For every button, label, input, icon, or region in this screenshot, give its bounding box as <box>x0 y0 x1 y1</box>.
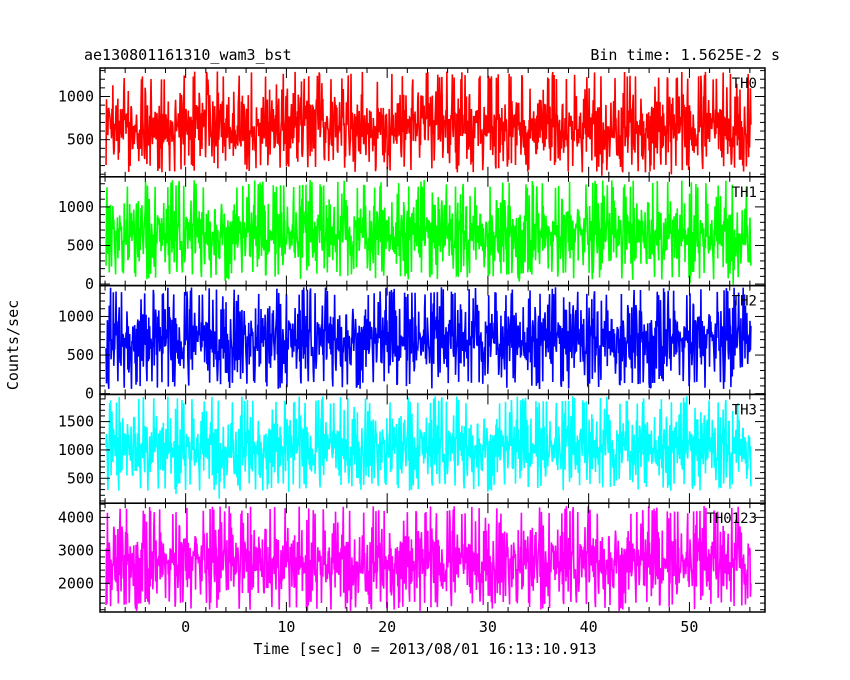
y-tick-label: 1000 <box>58 87 94 105</box>
panels-group: 5001000TH005001000TH105001000TH250010001… <box>58 67 766 636</box>
panel-label: TH1 <box>732 185 757 201</box>
panel-label: TH2 <box>732 294 757 310</box>
x-axis-label: Time [sec] 0 = 2013/08/01 16:13:10.913 <box>253 640 596 658</box>
series-th0 <box>105 71 752 176</box>
bin-time-label: Bin time: 1.5625E-2 s <box>590 46 780 64</box>
y-tick-label: 2000 <box>58 574 94 592</box>
y-tick-label: 1500 <box>58 413 94 431</box>
panel-th3: 500 1000 1500 TH3 <box>58 393 766 504</box>
y-tick-label: 500 <box>67 346 94 364</box>
panel-label: TH0123 <box>706 511 757 527</box>
panel-label: TH3 <box>732 402 757 418</box>
y-tick-label: 0 <box>85 385 94 403</box>
x-tick-label: 30 <box>479 618 497 636</box>
panel-th0123: 2000 3000 4000 TH0123 <box>58 502 766 613</box>
y-tick-label: 500 <box>67 469 94 487</box>
series-th0123 <box>105 505 752 612</box>
y-tick-label: 1000 <box>58 198 94 216</box>
panel-th0: 500 1000 TH0 <box>58 67 766 178</box>
y-axis-label: Counts/sec <box>4 300 22 390</box>
panel-th1: 0 500 1000 TH1 <box>58 176 766 293</box>
panel-th2: 0 500 1000 TH2 <box>58 284 766 403</box>
y-tick-label: 500 <box>67 236 94 254</box>
chart-title: ae130801161310_wam3_bst <box>84 46 292 64</box>
y-tick-label: 500 <box>67 131 94 149</box>
y-tick-label: 3000 <box>58 541 94 559</box>
panel-frame <box>99 502 766 613</box>
x-tick-label: 20 <box>378 618 396 636</box>
x-tick-label: 50 <box>680 618 698 636</box>
x-tick-label: 0 <box>181 618 190 636</box>
y-tick-label: 1000 <box>58 441 94 459</box>
series-th1 <box>105 180 752 285</box>
series-th2 <box>105 287 752 390</box>
x-tick-label: 40 <box>580 618 598 636</box>
y-tick-label: 4000 <box>58 508 94 526</box>
y-tick-label: 0 <box>85 275 94 293</box>
x-tick-label: 10 <box>277 618 295 636</box>
series-th3 <box>105 396 752 499</box>
y-tick-label: 1000 <box>58 307 94 325</box>
panel-label: TH0 <box>732 76 757 92</box>
